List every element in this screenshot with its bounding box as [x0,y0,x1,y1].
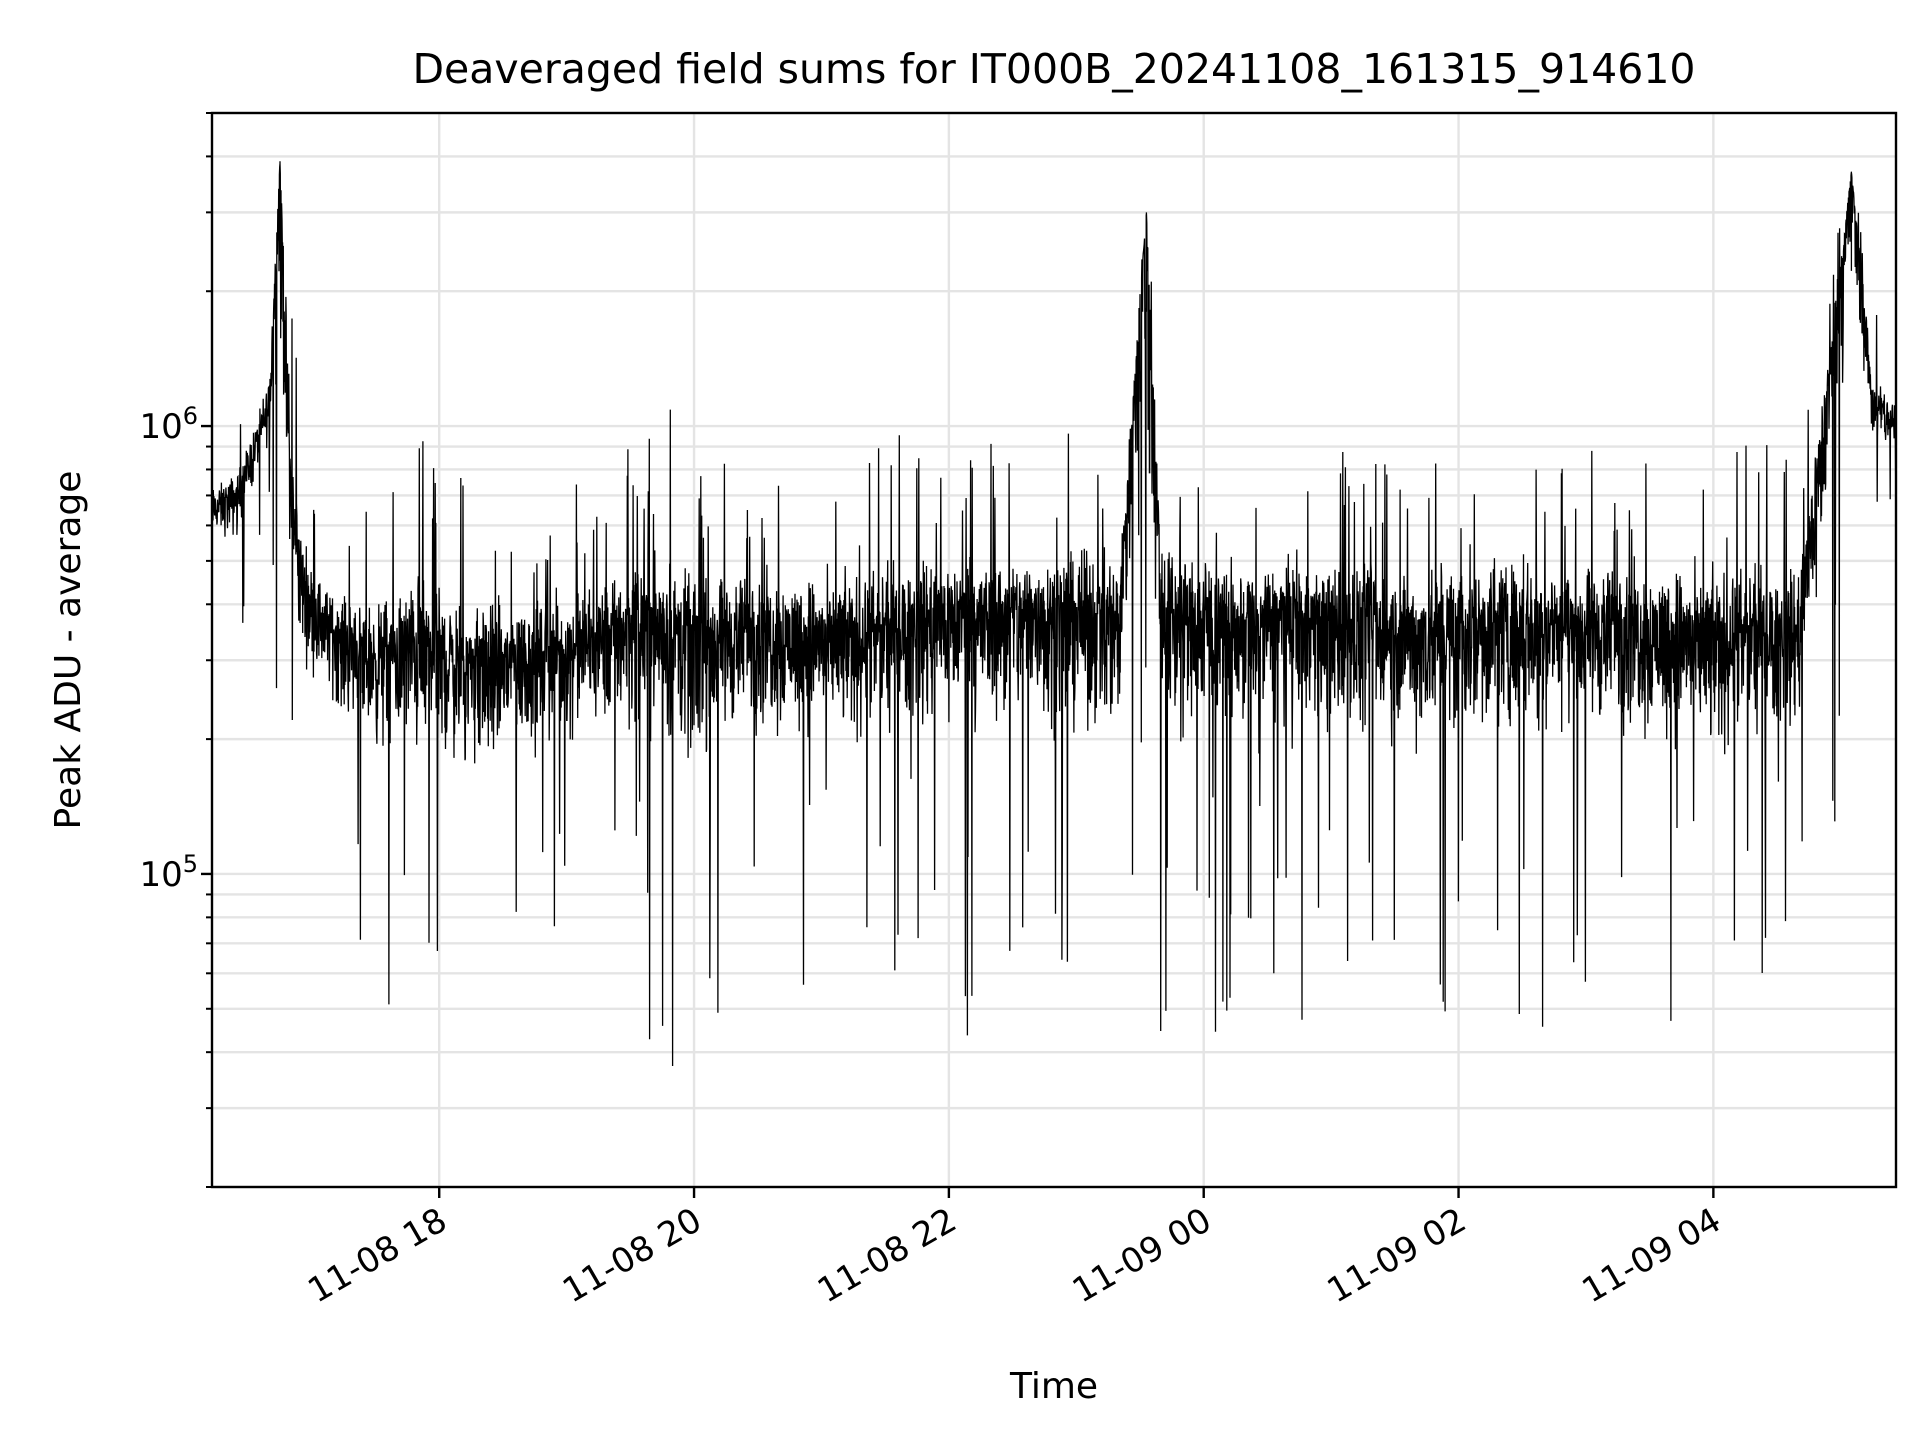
series-line [211,161,1897,1067]
y-major-gridlines [212,424,1896,876]
y-axis: 105 106 [139,112,212,1188]
plot-frame [210,111,1898,1189]
y-tick-label: 105 [139,850,198,895]
y-axis-label: Peak ADU - average [48,471,89,830]
x-axis-label: Time [1009,1366,1098,1407]
chart-title: Deaveraged field sums for IT000B_2024110… [412,45,1695,93]
y-tick-label: 106 [139,402,198,447]
plot-area [211,161,1897,1067]
